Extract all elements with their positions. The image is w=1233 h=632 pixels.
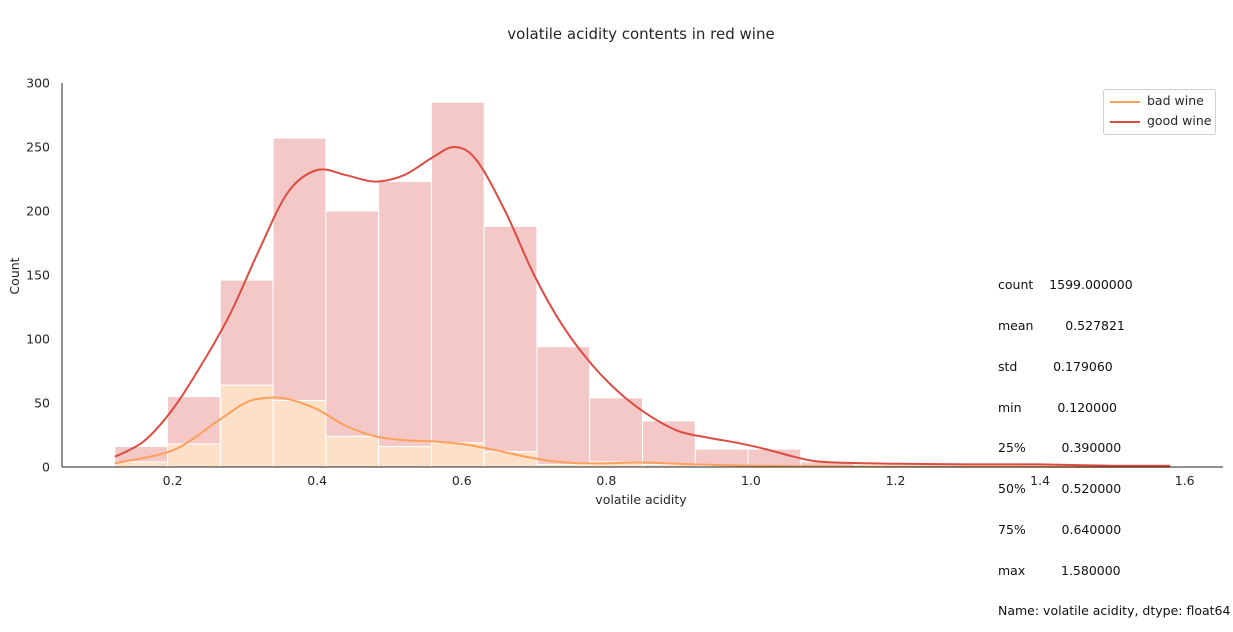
y-tick-label: 300 <box>26 76 50 91</box>
histogram-chart: volatile acidity contents in red wine 0.2… <box>7 25 1223 507</box>
x-tick-label: 0.6 <box>452 473 472 488</box>
bar-good-wine <box>694 448 749 467</box>
stats-line: 25% 0.390000 <box>998 440 1122 456</box>
y-tick-label: 200 <box>26 204 50 219</box>
stats-line: 50% 0.520000 <box>998 481 1122 497</box>
y-tick-label: 250 <box>26 140 50 155</box>
y-tick-label: 150 <box>26 268 50 283</box>
x-tick-label: 1.0 <box>741 473 761 488</box>
x-tick-label: 0.2 <box>163 473 183 488</box>
kde-line-bad-wine <box>114 396 1171 468</box>
x-tick-label: 0.8 <box>596 473 616 488</box>
bar-good-wine <box>219 279 274 386</box>
bar-bad-wine <box>325 435 380 468</box>
y-tick-label: 100 <box>26 332 50 347</box>
bar-good-wine <box>325 210 380 437</box>
y-tick-label: 50 <box>34 396 50 411</box>
bar-good-wine <box>167 396 221 445</box>
bar-good-wine <box>589 397 644 463</box>
x-tick-label: 1.4 <box>1030 473 1050 488</box>
stats-line: std 0.179060 <box>998 358 1113 374</box>
stats-line: 75% 0.640000 <box>998 521 1122 537</box>
stats-line: min 0.120000 <box>998 399 1117 415</box>
bar-good-wine <box>272 137 327 401</box>
stats-line: max 1.580000 <box>998 562 1121 578</box>
legend: bad wine good wine <box>1103 89 1216 135</box>
bar-good-wine <box>483 225 538 453</box>
describe-stats-text: count 1599.000000 mean 0.527821 std 0.17… <box>998 251 1230 632</box>
x-tick-label: 1.6 <box>1175 473 1195 488</box>
x-tick-label: 1.2 <box>886 473 906 488</box>
x-tick-label: 0.4 <box>307 473 327 488</box>
bar-bad-wine <box>378 446 432 468</box>
legend-label: good wine <box>1147 113 1212 128</box>
stats-line: mean 0.527821 <box>998 317 1125 333</box>
bar-bad-wine <box>167 443 221 468</box>
bar-good-wine <box>536 346 591 465</box>
kde-line-good-wine <box>114 146 1171 467</box>
bar-good-wine <box>642 420 696 465</box>
chart-title: volatile acidity contents in red wine <box>507 25 774 43</box>
legend-swatch <box>1110 121 1140 123</box>
legend-label: bad wine <box>1147 93 1204 108</box>
legend-swatch <box>1110 101 1140 103</box>
y-axis-label: Count <box>7 257 22 294</box>
bar-good-wine <box>378 181 432 448</box>
stats-line: count 1599.000000 <box>998 277 1133 293</box>
y-tick-label: 0 <box>42 460 50 475</box>
x-axis-label: volatile acidity <box>595 492 687 507</box>
stats-line: Name: volatile acidity, dtype: float64 <box>998 603 1231 619</box>
